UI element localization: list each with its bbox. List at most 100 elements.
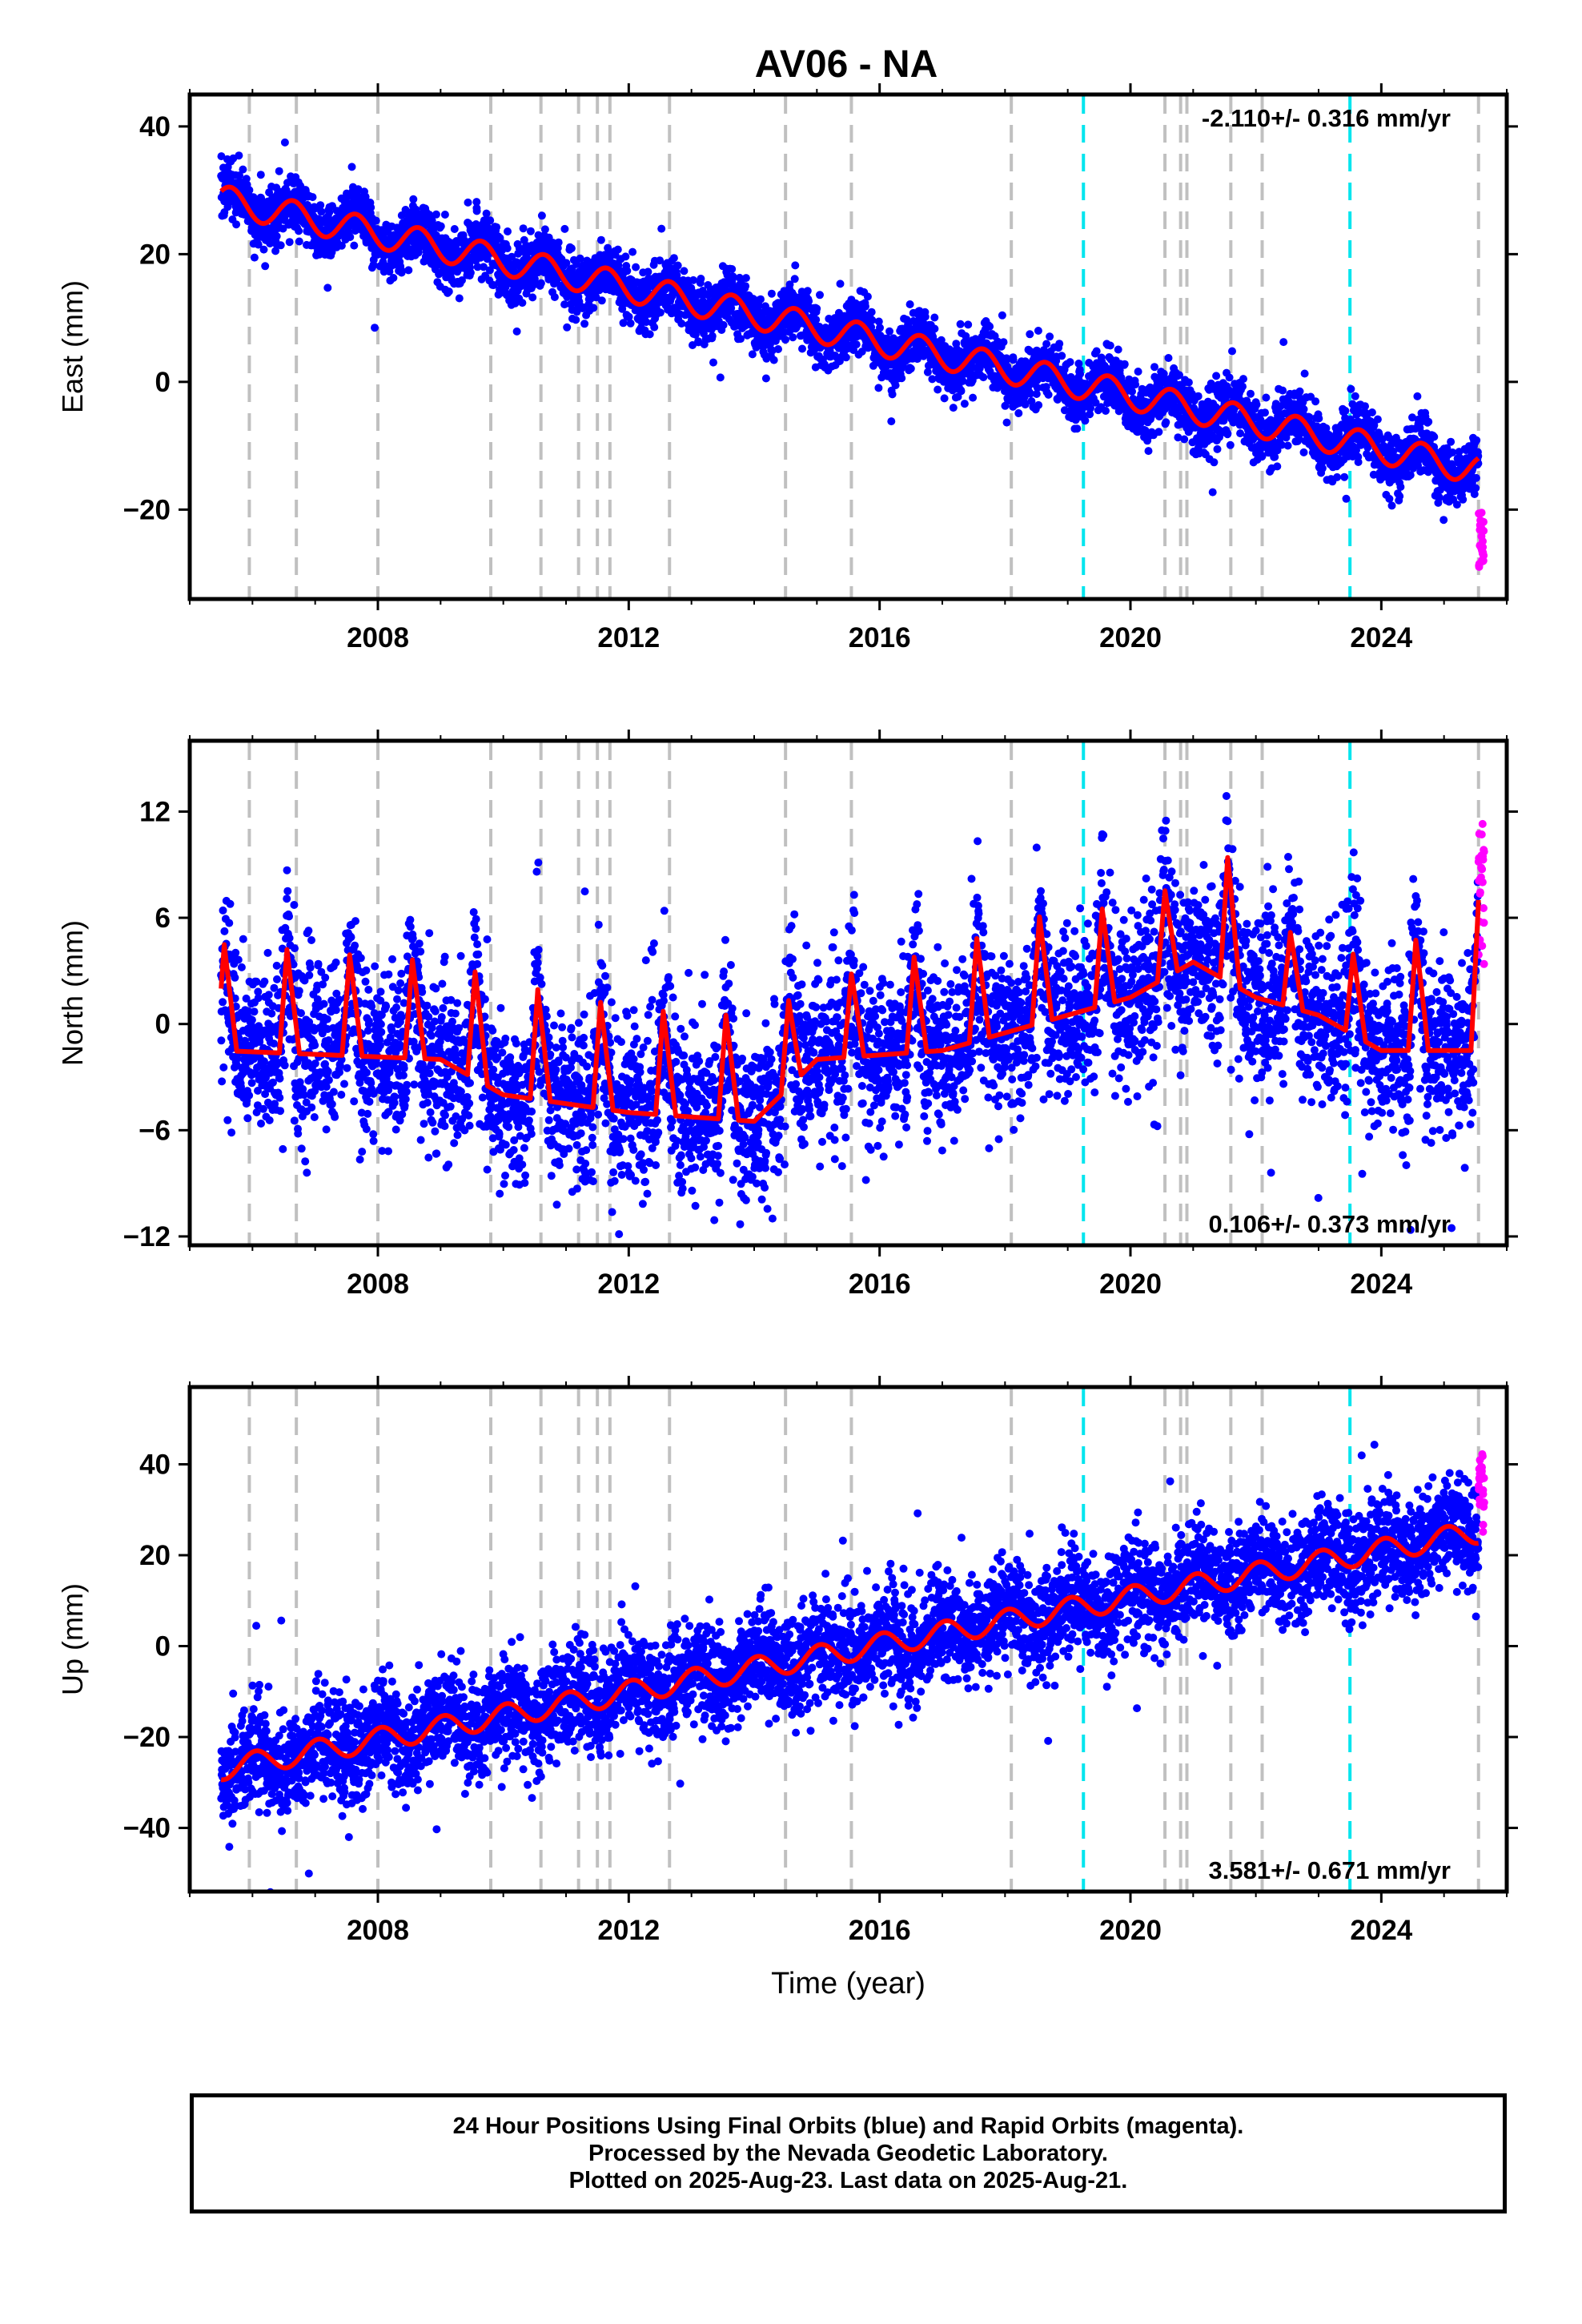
data-point	[874, 384, 883, 392]
data-point	[790, 275, 799, 283]
data-point	[1354, 458, 1363, 466]
data-point	[741, 282, 750, 291]
data-point	[1081, 416, 1090, 425]
data-point	[404, 266, 413, 275]
data-point	[482, 209, 491, 218]
data-point	[504, 227, 512, 235]
data-point	[450, 225, 459, 233]
data-point	[803, 287, 812, 296]
data-point	[519, 224, 528, 233]
data-point	[728, 265, 737, 273]
data-point	[1073, 424, 1082, 433]
data-point	[841, 353, 850, 362]
data-point	[999, 338, 1008, 347]
data-point	[279, 224, 287, 233]
data-point	[528, 293, 537, 302]
data-point	[308, 193, 317, 202]
data-point	[1341, 407, 1350, 415]
data-point	[540, 225, 549, 234]
data-point	[1042, 340, 1051, 348]
data-point	[1228, 347, 1236, 356]
data-point	[656, 308, 665, 317]
data-point	[956, 320, 965, 328]
data-point	[572, 316, 580, 324]
data-point	[466, 268, 475, 277]
data-point	[1387, 501, 1396, 510]
data-point	[1367, 408, 1376, 416]
data-point	[1128, 387, 1136, 396]
data-point	[644, 267, 652, 276]
data-point	[757, 295, 765, 304]
data-point	[1361, 402, 1369, 411]
data-point	[589, 304, 598, 312]
data-point	[464, 198, 472, 207]
data-point	[250, 253, 259, 262]
data-point	[272, 232, 281, 240]
data-point	[767, 289, 776, 298]
data-point	[930, 313, 939, 322]
data-point	[239, 165, 247, 174]
data-point	[716, 373, 725, 382]
data-point	[512, 327, 521, 336]
data-point	[350, 241, 359, 250]
data-point	[960, 400, 969, 408]
data-point	[1144, 447, 1153, 456]
data-point	[1180, 435, 1189, 444]
data-point	[897, 374, 906, 383]
data-point	[1406, 471, 1415, 480]
data-point	[563, 323, 572, 332]
data-point	[1066, 358, 1074, 367]
data-point	[1300, 369, 1309, 378]
data-point	[1299, 405, 1308, 413]
data-point	[283, 179, 291, 187]
data-point	[1164, 354, 1173, 362]
figure-title: AV06 - NA	[755, 43, 938, 86]
data-point	[645, 330, 654, 339]
data-point	[1223, 429, 1232, 438]
data-point	[1154, 428, 1163, 436]
data-point	[1239, 382, 1247, 391]
data-point	[650, 323, 659, 332]
data-point	[560, 224, 569, 233]
data-point	[791, 261, 800, 270]
data-point	[1239, 375, 1247, 384]
data-point	[1373, 415, 1382, 424]
data-point	[921, 312, 930, 321]
data-point	[1034, 327, 1042, 335]
data-point	[1150, 363, 1158, 372]
data-point	[623, 267, 632, 275]
data-point	[518, 299, 527, 308]
data-point	[1236, 429, 1245, 438]
data-point	[888, 390, 897, 399]
data-point	[276, 241, 285, 250]
data-point	[1351, 392, 1359, 400]
data-point	[436, 222, 445, 231]
data-point	[1055, 340, 1064, 348]
data-point	[1283, 441, 1292, 450]
data-point	[580, 320, 589, 328]
data-point	[371, 324, 379, 332]
data-point	[235, 171, 243, 180]
data-point	[769, 356, 778, 364]
data-point	[741, 274, 750, 283]
data-point	[455, 294, 464, 303]
data-point	[761, 374, 770, 383]
data-point	[597, 296, 606, 305]
data-point	[1213, 444, 1222, 453]
data-point	[554, 238, 563, 247]
data-point	[986, 322, 994, 331]
data-point	[1247, 389, 1255, 398]
data-point	[1134, 368, 1142, 376]
data-point	[316, 201, 325, 210]
data-point	[1114, 345, 1122, 354]
data-point	[613, 245, 622, 254]
data-point	[673, 261, 682, 270]
data-point	[1340, 472, 1349, 481]
data-point	[1279, 338, 1288, 347]
data-point	[1262, 393, 1271, 402]
data-point	[503, 244, 512, 252]
data-point	[1044, 390, 1053, 399]
data-point	[1046, 332, 1054, 341]
